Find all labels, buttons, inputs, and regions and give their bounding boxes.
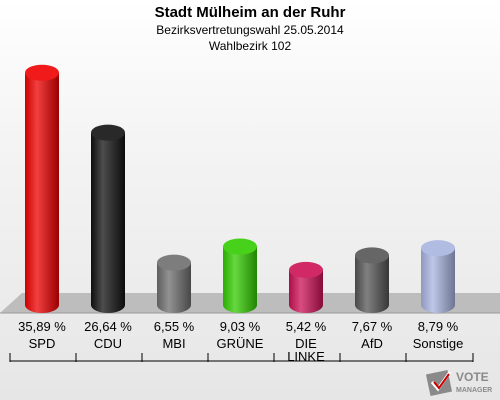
bar-cap-2 bbox=[157, 254, 191, 271]
value-label: 8,79 % bbox=[418, 319, 459, 334]
bar-sonstige bbox=[421, 248, 455, 313]
category-label: SPD bbox=[29, 336, 56, 351]
bar-spd bbox=[25, 72, 59, 313]
value-label: 7,67 % bbox=[352, 319, 393, 334]
category-label: CDU bbox=[94, 336, 122, 351]
bar-cap-6 bbox=[421, 240, 455, 257]
chart-subtitle: Bezirksvertretungswahl 25.05.2014 bbox=[156, 23, 344, 37]
value-label: 9,03 % bbox=[220, 319, 261, 334]
chart-title: Stadt Mülheim an der Ruhr bbox=[154, 4, 346, 21]
ballot-icon bbox=[425, 369, 453, 397]
bar-cap-5 bbox=[355, 247, 389, 264]
category-label: MBI bbox=[162, 336, 185, 351]
bar-cap-3 bbox=[223, 238, 257, 255]
value-label: 26,64 % bbox=[84, 319, 132, 334]
bar-cap-1 bbox=[91, 124, 125, 141]
bar-cap-0 bbox=[25, 64, 59, 81]
logo-text-manager: MANAGER bbox=[456, 387, 492, 394]
bar-die-linke bbox=[289, 269, 323, 313]
category-label: DIE bbox=[295, 336, 317, 351]
category-label: AfD bbox=[361, 336, 383, 351]
bar-grüne bbox=[223, 246, 257, 313]
votemanager-logo: VOTE MANAGER bbox=[425, 369, 492, 397]
value-label: 5,42 % bbox=[286, 319, 327, 334]
category-label: Sonstige bbox=[413, 336, 464, 351]
category-label: GRÜNE bbox=[217, 336, 264, 351]
bar-cdu bbox=[91, 132, 125, 313]
value-label: 6,55 % bbox=[154, 319, 195, 334]
bar-mbi bbox=[157, 262, 191, 313]
bar-cap-4 bbox=[289, 261, 323, 278]
category-label: LINKE bbox=[287, 349, 325, 364]
logo-text-vote: VOTE bbox=[456, 370, 489, 384]
value-label: 35,89 % bbox=[18, 319, 66, 334]
district-label: Wahlbezirk 102 bbox=[208, 39, 292, 53]
bar-afd bbox=[355, 255, 389, 313]
